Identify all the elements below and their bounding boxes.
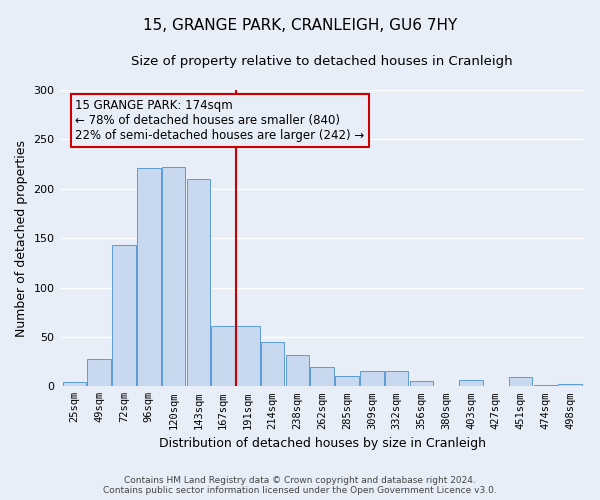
Bar bbox=[261, 342, 284, 386]
Bar bbox=[310, 366, 334, 386]
Text: 15, GRANGE PARK, CRANLEIGH, GU6 7HY: 15, GRANGE PARK, CRANLEIGH, GU6 7HY bbox=[143, 18, 457, 32]
Bar bbox=[88, 358, 111, 386]
Bar bbox=[459, 380, 483, 386]
Bar bbox=[62, 382, 86, 386]
Bar bbox=[410, 382, 433, 386]
Bar bbox=[162, 167, 185, 386]
Bar bbox=[385, 370, 409, 386]
Bar bbox=[187, 179, 210, 386]
Bar bbox=[112, 245, 136, 386]
X-axis label: Distribution of detached houses by size in Cranleigh: Distribution of detached houses by size … bbox=[159, 437, 486, 450]
Bar bbox=[360, 370, 383, 386]
Bar bbox=[286, 354, 309, 386]
Bar bbox=[236, 326, 260, 386]
Bar bbox=[211, 326, 235, 386]
Title: Size of property relative to detached houses in Cranleigh: Size of property relative to detached ho… bbox=[131, 55, 513, 68]
Text: 15 GRANGE PARK: 174sqm
← 78% of detached houses are smaller (840)
22% of semi-de: 15 GRANGE PARK: 174sqm ← 78% of detached… bbox=[76, 99, 365, 142]
Bar bbox=[335, 376, 359, 386]
Bar bbox=[559, 384, 582, 386]
Bar bbox=[137, 168, 161, 386]
Y-axis label: Number of detached properties: Number of detached properties bbox=[15, 140, 28, 336]
Text: Contains HM Land Registry data © Crown copyright and database right 2024.
Contai: Contains HM Land Registry data © Crown c… bbox=[103, 476, 497, 495]
Bar bbox=[509, 378, 532, 386]
